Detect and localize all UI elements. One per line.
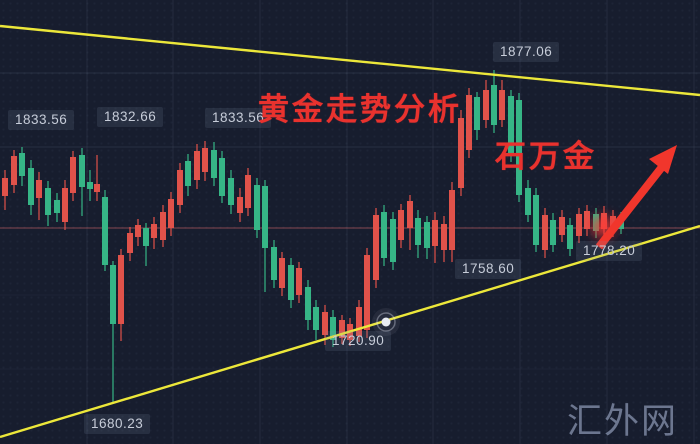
trendline-marker-ring	[376, 312, 396, 332]
upper-trendline	[0, 24, 700, 97]
price-label: 1833.56	[8, 110, 75, 130]
candle-body	[330, 317, 336, 340]
candle-body	[525, 188, 531, 215]
candle-body	[177, 170, 183, 205]
candle-body	[584, 211, 590, 229]
candle-body	[339, 320, 345, 338]
candle-body	[143, 228, 149, 246]
price-label: 1680.23	[84, 414, 151, 434]
candle-body	[118, 255, 124, 324]
price-label: 1832.66	[97, 107, 164, 127]
candle-body	[449, 190, 455, 250]
candle-body	[2, 178, 8, 196]
candle-body	[245, 175, 251, 208]
candle-body	[432, 220, 438, 246]
price-label: 1877.06	[493, 42, 560, 62]
candle-body	[45, 188, 51, 215]
candle-body	[262, 186, 268, 248]
candle-body	[576, 214, 582, 236]
candle-body	[508, 96, 514, 155]
candle-body	[390, 219, 396, 262]
candle-body	[296, 268, 302, 295]
candle-body	[135, 225, 141, 237]
candle-body	[94, 184, 100, 192]
candle-body	[398, 210, 404, 240]
candle-body	[305, 287, 311, 320]
candle-body	[542, 215, 548, 250]
candle-body	[313, 307, 319, 330]
price-label: 1758.60	[455, 259, 522, 279]
candle-body	[483, 90, 489, 120]
candle-body	[458, 118, 464, 188]
lower-trendline	[0, 224, 700, 439]
candle-body	[127, 233, 133, 253]
candle-body	[36, 180, 42, 198]
candle-body	[254, 185, 260, 230]
candle-body	[219, 158, 225, 196]
candle-body	[364, 255, 370, 330]
price-label: 1720.90	[325, 331, 392, 351]
candle-body	[279, 258, 285, 288]
candle-body	[567, 225, 573, 249]
candle-body	[194, 151, 200, 180]
candle-body	[356, 307, 362, 336]
candle-body	[441, 224, 447, 250]
current-price-glow-core	[599, 223, 607, 231]
candle-body	[322, 312, 328, 335]
candle-body	[415, 218, 421, 245]
candle-body	[102, 197, 108, 265]
candle-body	[407, 201, 413, 228]
candle-body	[151, 224, 157, 238]
candle-body	[70, 157, 76, 193]
page-title: 黄金走势分析	[258, 92, 462, 127]
price-label: 1778.20	[576, 241, 643, 261]
candle-body	[79, 155, 85, 187]
forecast-arrow-shaft	[595, 164, 666, 250]
candle-body	[491, 85, 497, 125]
candle-body	[185, 161, 191, 186]
candle-body	[54, 200, 60, 213]
candle-body	[288, 265, 294, 300]
candle-body	[271, 247, 277, 280]
candle-body	[87, 182, 93, 189]
candle-body	[202, 148, 208, 172]
candle-body	[62, 188, 68, 222]
site-watermark: 汇外网	[567, 402, 679, 441]
candle-body	[381, 212, 387, 258]
candle-body	[28, 168, 34, 205]
author-signature: 石万金	[495, 139, 597, 174]
candle-body	[474, 97, 480, 130]
trendline-marker-dot	[381, 317, 391, 327]
candle-body	[499, 90, 505, 120]
candle-body	[19, 153, 25, 176]
candle-body	[516, 100, 522, 195]
candle-body	[11, 156, 17, 185]
candle-body	[533, 195, 539, 245]
price-label: 1833.56	[205, 108, 272, 128]
candle-body	[237, 197, 243, 213]
candle-body	[228, 178, 234, 205]
candle-body	[211, 150, 217, 178]
candle-body	[559, 217, 565, 235]
candle-body	[550, 220, 556, 245]
candle-body	[373, 215, 379, 280]
candle-body	[466, 95, 472, 150]
candle-body	[110, 265, 116, 324]
candle-body	[424, 222, 430, 248]
forecast-arrow-head	[649, 145, 677, 174]
candle-body	[160, 212, 166, 240]
candle-body	[168, 199, 174, 228]
